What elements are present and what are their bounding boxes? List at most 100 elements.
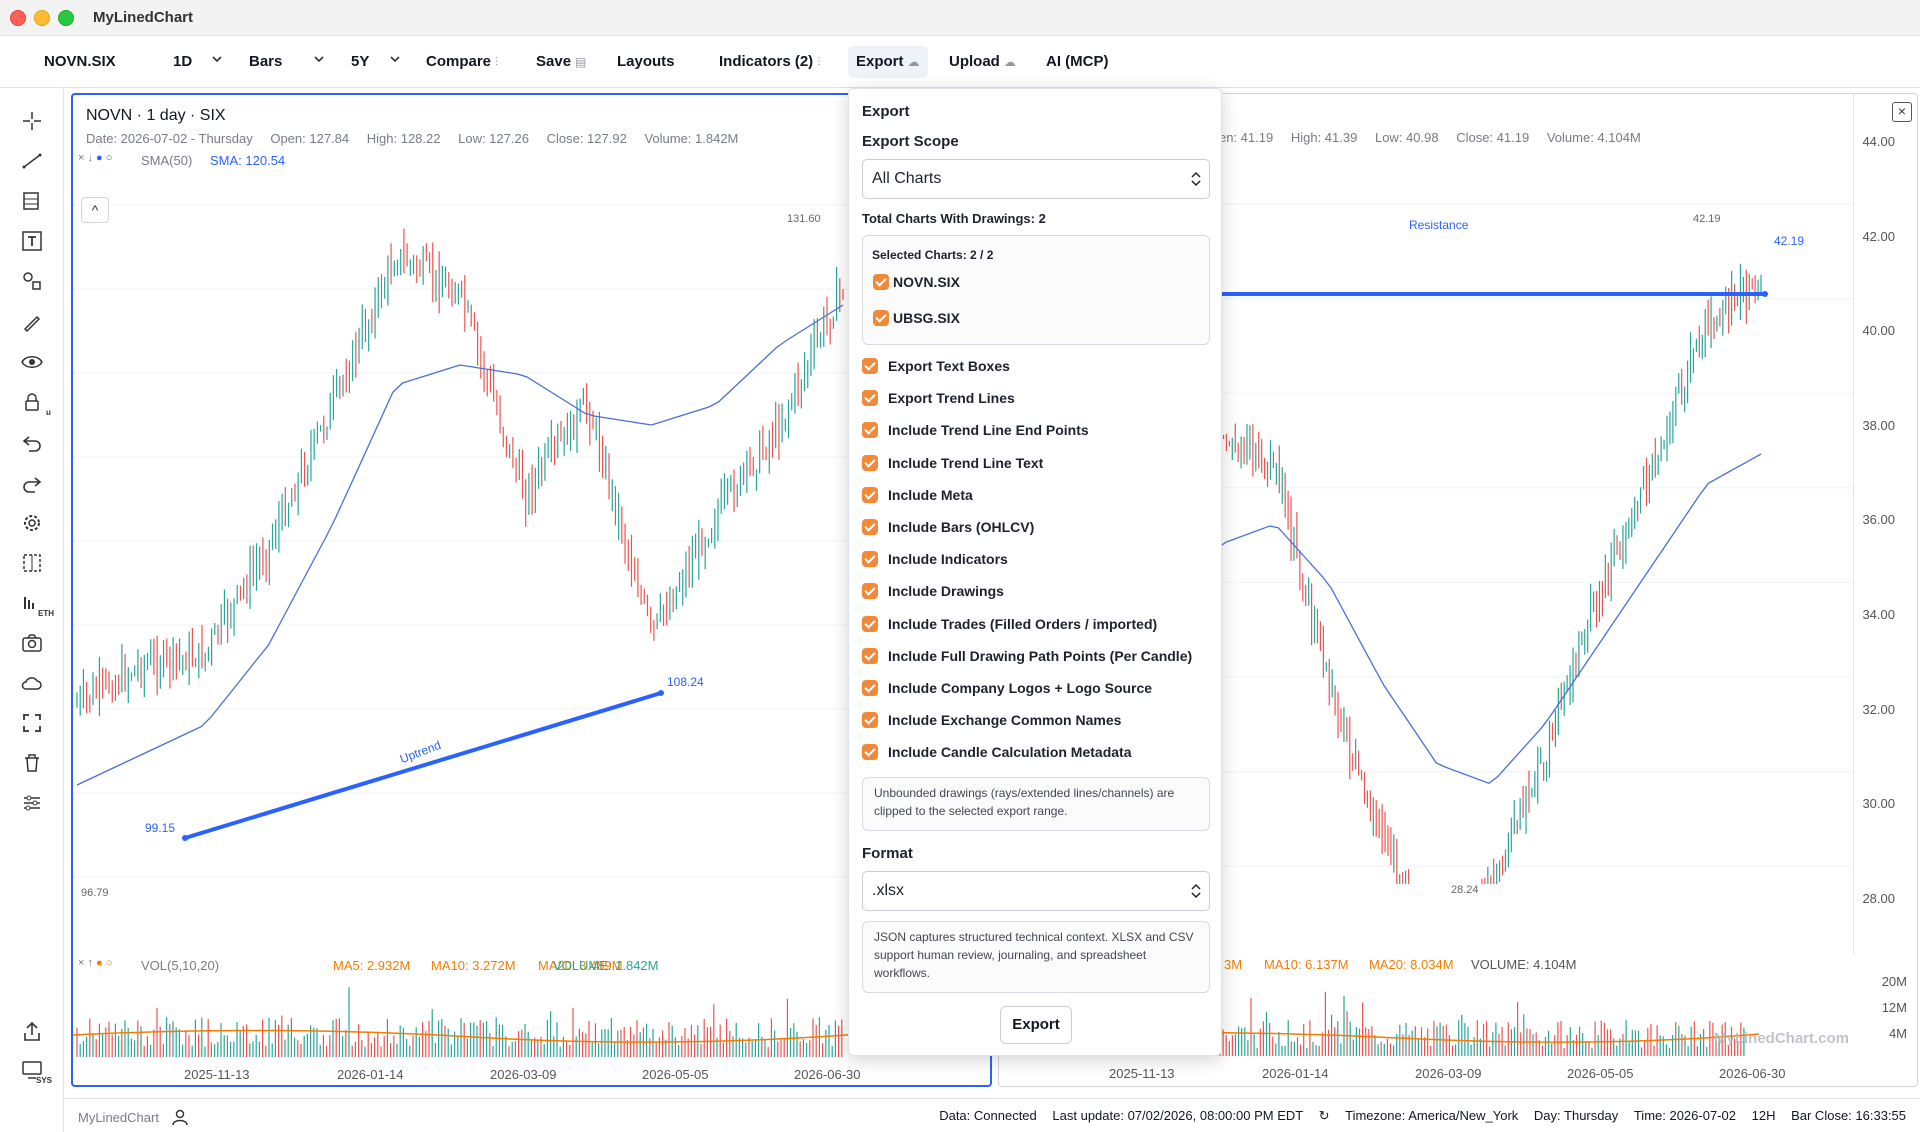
ai-mcp-button[interactable]: AI (MCP)	[1046, 53, 1109, 70]
option-checkbox[interactable]	[862, 647, 878, 664]
minimize-window-button[interactable]	[34, 10, 50, 26]
export-scope-select[interactable]: All Charts	[862, 159, 1210, 199]
refresh-icon[interactable]: ↻	[1318, 1108, 1330, 1123]
sma-legend-controls[interactable]: × ↓ ● ○	[78, 152, 113, 164]
trend-line-icon[interactable]	[20, 149, 44, 173]
export-option-row[interactable]: Include Trend Line Text	[862, 452, 1210, 476]
export-button[interactable]: Export ☁	[848, 46, 928, 78]
option-label: Include Meta	[888, 486, 973, 503]
export-option-row[interactable]: Include Bars (OHLCV)	[862, 516, 1210, 540]
export-option-row[interactable]: Include Drawings	[862, 580, 1210, 604]
format-value: .xlsx	[872, 882, 904, 899]
share-icon[interactable]	[20, 1020, 44, 1044]
chevron-down-icon[interactable]	[212, 54, 222, 64]
low-price-label: 96.79	[81, 887, 109, 899]
volume-chart-canvas[interactable]	[999, 984, 1854, 1056]
undo-icon[interactable]	[20, 430, 44, 454]
resistance-line-text[interactable]: Resistance	[1404, 218, 1474, 232]
option-checkbox[interactable]	[862, 358, 878, 374]
crosshair-icon[interactable]	[20, 109, 44, 133]
export-option-row[interactable]: Include Indicators	[862, 548, 1210, 572]
fib-icon[interactable]	[20, 189, 44, 213]
total-charts-label: Total Charts With Drawings: 2	[862, 211, 1046, 226]
indicators-button[interactable]: Indicators (2) ⫶	[719, 46, 820, 78]
export-option-row[interactable]: Include Meta	[862, 484, 1210, 508]
eth-icon[interactable]	[20, 591, 44, 615]
brush-icon[interactable]	[20, 310, 44, 334]
option-checkbox[interactable]	[862, 390, 878, 407]
shapes-icon[interactable]	[20, 269, 44, 293]
export-submit-button[interactable]: Export	[1000, 1006, 1072, 1044]
range-button[interactable]: 5Y	[351, 53, 370, 70]
hours-format[interactable]: 12H	[1751, 1108, 1776, 1123]
lock-icon[interactable]	[20, 390, 44, 414]
option-checkbox[interactable]	[862, 422, 878, 439]
option-checkbox[interactable]	[862, 519, 878, 535]
measure-icon[interactable]	[20, 551, 44, 575]
option-checkbox[interactable]	[862, 615, 878, 632]
legend-open: en: 41.19	[1219, 130, 1274, 145]
option-checkbox[interactable]	[862, 744, 878, 761]
sys-icon[interactable]	[20, 1058, 44, 1082]
format-select[interactable]: .xlsx	[862, 871, 1210, 911]
chevron-down-icon[interactable]	[314, 54, 324, 64]
format-label: Format	[862, 845, 913, 862]
option-checkbox[interactable]	[862, 454, 878, 471]
export-option-row[interactable]: Include Candle Calculation Metadata	[862, 741, 1210, 765]
export-option-row[interactable]: Export Trend Lines	[862, 387, 1210, 411]
chart-checkbox-ubsg[interactable]	[873, 310, 889, 326]
option-checkbox[interactable]	[862, 486, 878, 503]
chart-checkbox-label: NOVN.SIX	[893, 274, 960, 290]
volume-legend-controls[interactable]: × ↑ ● ○	[78, 957, 113, 969]
symbol-search-button[interactable]: NOVN.SIX	[44, 53, 116, 70]
status-bar: MyLinedChart Data: Connected Last update…	[64, 1098, 1920, 1132]
legend-date: Date: 2026-07-02 - Thursday	[86, 131, 253, 146]
volume-tick-label: 12M	[1881, 1000, 1907, 1015]
maximize-window-button[interactable]	[58, 10, 74, 26]
chevron-down-icon[interactable]	[390, 54, 400, 64]
price-chart-canvas[interactable]	[73, 165, 990, 885]
export-option-row[interactable]: Include Trend Line End Points	[862, 419, 1210, 443]
collapse-legend-button[interactable]: ^	[81, 197, 109, 223]
settings-icon[interactable]	[20, 511, 44, 535]
option-checkbox[interactable]	[862, 583, 878, 600]
interval-button[interactable]: 1D	[173, 53, 193, 70]
text-box-icon[interactable]	[20, 229, 44, 253]
ohlc-legend: en: 41.19 High: 41.39 Low: 40.98 Close: …	[1219, 130, 1655, 145]
layouts-button[interactable]: Layouts	[617, 53, 675, 70]
chart-type-button[interactable]: Bars	[249, 53, 283, 70]
legend-close: Close: 127.92	[546, 131, 627, 146]
title-bar: MyLinedChart	[0, 0, 1920, 36]
upload-button[interactable]: Upload ☁	[949, 46, 1016, 78]
sliders-icon[interactable]	[20, 791, 44, 815]
eye-icon[interactable]	[20, 350, 44, 374]
fullscreen-icon[interactable]	[20, 711, 44, 735]
close-window-button[interactable]	[10, 10, 26, 26]
export-label: Export	[856, 53, 904, 70]
trash-icon[interactable]	[20, 751, 44, 775]
top-toolbar: NOVN.SIX 1D Bars 5Y Compare ⫶ Save ▤ Layou…	[0, 36, 1920, 88]
compare-button[interactable]: Compare ⫶	[426, 46, 498, 78]
option-checkbox[interactable]	[862, 712, 878, 729]
price-scale[interactable]: 44.00 42.00 40.00 38.00 36.00 34.00 32.00 30.00…	[1853, 94, 1917, 954]
export-option-row[interactable]: Include Trades (Filled Orders / imported…	[862, 613, 1210, 637]
day-label: Day: Thursday	[1533, 1108, 1619, 1123]
price-tick-label: 44.00	[1862, 134, 1895, 149]
export-option-row[interactable]: Include Exchange Common Names	[862, 709, 1210, 733]
camera-icon[interactable]	[20, 631, 44, 655]
volume-chart-canvas[interactable]	[73, 985, 990, 1057]
close-chart-button[interactable]: ×	[1892, 102, 1912, 122]
export-option-row[interactable]: Include Company Logos + Logo Source	[862, 677, 1210, 701]
legend-volume: Volume: 1.842M	[644, 131, 739, 146]
export-option-row[interactable]: Export Text Boxes	[862, 355, 1210, 379]
export-option-row[interactable]: Include Full Drawing Path Points (Per Ca…	[862, 645, 1210, 669]
user-icon[interactable]	[171, 1108, 189, 1126]
option-checkbox[interactable]	[862, 551, 878, 568]
timezone[interactable]: Timezone: America/New_York	[1345, 1108, 1519, 1123]
option-checkbox[interactable]	[862, 680, 878, 696]
save-button[interactable]: Save ▤	[536, 46, 586, 78]
cloud-icon[interactable]	[20, 671, 44, 695]
chart-checkbox-novn[interactable]	[873, 274, 889, 290]
selected-charts-label: Selected Charts: 2 / 2	[872, 248, 994, 262]
redo-icon[interactable]	[20, 471, 44, 495]
